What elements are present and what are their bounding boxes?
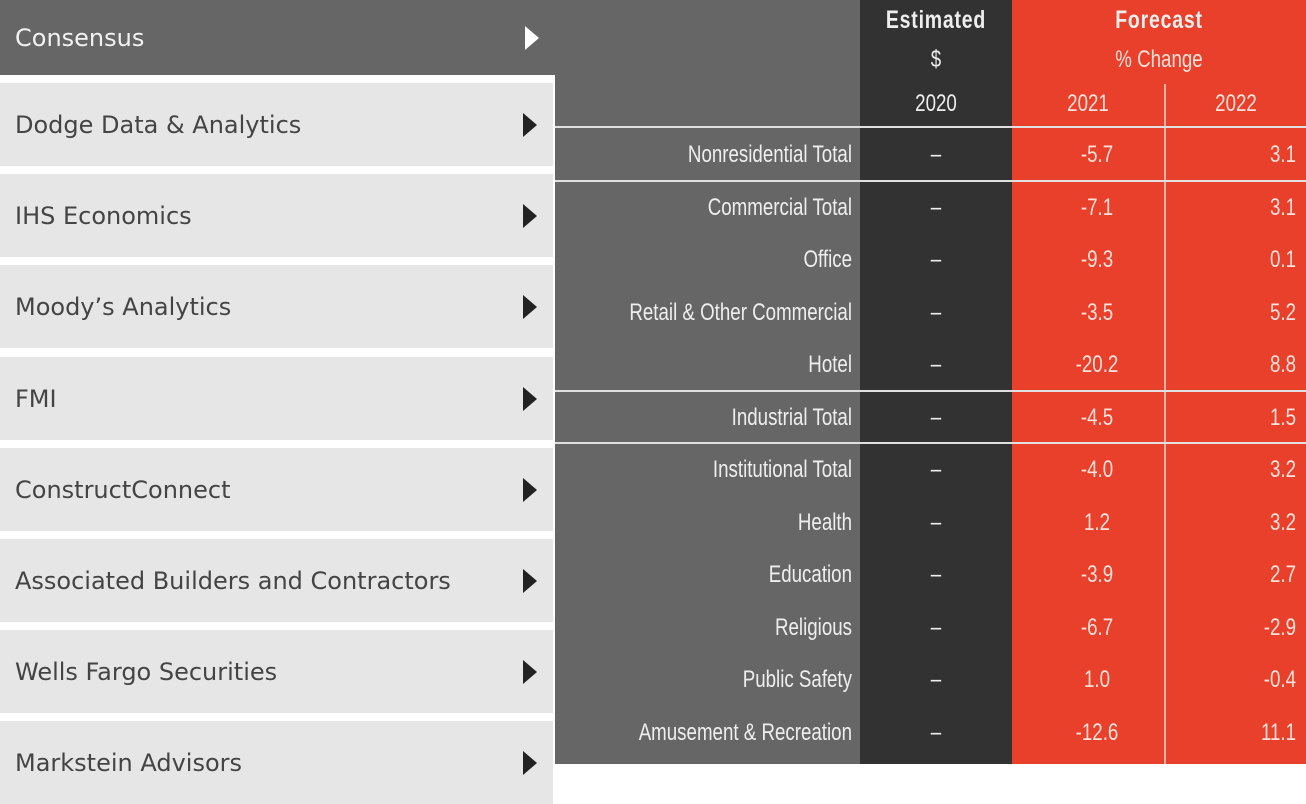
forecast-2021-value: -4.5 bbox=[1080, 403, 1114, 431]
arrow-right-icon bbox=[523, 112, 537, 137]
forecast-2021-value: -4.0 bbox=[1080, 456, 1114, 483]
estimated-value: – bbox=[930, 403, 942, 431]
arrow-right-icon bbox=[523, 659, 537, 684]
forecast-2022-value: 3.2 bbox=[1269, 508, 1296, 536]
forecast-2022-value: 3.1 bbox=[1269, 193, 1296, 221]
estimated-header: Estimated bbox=[885, 6, 987, 34]
forecast-header: Forecast bbox=[1115, 6, 1203, 34]
arrow-right-icon bbox=[523, 568, 537, 593]
sidebar-item[interactable]: Dodge Data & Analytics bbox=[0, 83, 553, 166]
row-separator bbox=[555, 442, 1306, 444]
arrow-right-icon bbox=[523, 294, 537, 319]
year-2020-header: 2020 bbox=[915, 90, 957, 117]
year-2021-header: 2021 bbox=[1067, 90, 1109, 117]
row-label: Industrial Total bbox=[731, 403, 852, 431]
forecast-2022-value: 2.7 bbox=[1269, 561, 1296, 588]
row-label: Health bbox=[797, 508, 852, 536]
forecast-2022-value: 11.1 bbox=[1260, 718, 1296, 746]
sidebar-item[interactable]: Markstein Advisors bbox=[0, 721, 553, 804]
row-label: Office bbox=[803, 246, 852, 273]
estimated-value: – bbox=[930, 298, 942, 326]
forecast-2021-value: -6.7 bbox=[1080, 613, 1114, 641]
sidebar-item-label: Wells Fargo Securities bbox=[15, 657, 278, 686]
sidebar-item-label: Associated Builders and Contractors bbox=[15, 566, 451, 595]
arrow-right-icon bbox=[523, 477, 537, 502]
row-label: Public Safety bbox=[742, 666, 852, 693]
arrow-right-icon bbox=[523, 203, 537, 228]
forecast-2022-value: 3.2 bbox=[1269, 456, 1296, 483]
estimated-value: – bbox=[930, 666, 942, 693]
arrow-right-icon bbox=[525, 25, 539, 50]
estimated-value: – bbox=[930, 193, 942, 221]
row-label: Religious bbox=[774, 613, 852, 641]
row-label: Hotel bbox=[808, 351, 852, 378]
forecast-2022-value: -0.4 bbox=[1263, 666, 1296, 693]
sidebar-item[interactable]: IHS Economics bbox=[0, 174, 553, 257]
estimated-value: – bbox=[930, 456, 942, 483]
estimated-value: – bbox=[930, 718, 942, 746]
sidebar-item[interactable]: ConstructConnect bbox=[0, 448, 553, 531]
forecast-2021-value: -7.1 bbox=[1080, 193, 1114, 221]
row-separator bbox=[555, 390, 1306, 392]
sidebar-item-label: FMI bbox=[15, 384, 57, 413]
row-label: Nonresidential Total bbox=[687, 141, 852, 168]
sidebar-item-label: Markstein Advisors bbox=[15, 748, 243, 777]
estimated-value: – bbox=[930, 351, 942, 378]
sidebar-item[interactable]: FMI bbox=[0, 357, 553, 440]
row-label: Retail & Other Commercial bbox=[629, 298, 852, 326]
forecast-2021-value: -5.7 bbox=[1080, 141, 1114, 168]
forecast-table: Estimated $ Forecast % Change 2020 2021 … bbox=[555, 0, 1306, 764]
column-divider bbox=[1164, 84, 1166, 764]
row-separator bbox=[555, 126, 1306, 128]
label-column bbox=[555, 0, 860, 764]
estimated-unit: $ bbox=[930, 46, 942, 73]
sidebar-item[interactable]: Associated Builders and Contractors bbox=[0, 539, 553, 622]
row-label: Commercial Total bbox=[707, 193, 852, 221]
row-separator bbox=[555, 180, 1306, 182]
estimated-value: – bbox=[930, 246, 942, 273]
arrow-right-icon bbox=[523, 750, 537, 775]
estimated-value: – bbox=[930, 561, 942, 588]
forecast-2021-value: -3.9 bbox=[1080, 561, 1114, 588]
forecast-2022-value: 0.1 bbox=[1269, 246, 1296, 273]
forecast-2022-value: 3.1 bbox=[1269, 141, 1296, 168]
forecast-2021-value: 1.0 bbox=[1083, 666, 1111, 693]
year-2022-header: 2022 bbox=[1215, 90, 1257, 117]
sidebar-item-label: Dodge Data & Analytics bbox=[15, 110, 302, 139]
forecast-2022-value: 8.8 bbox=[1269, 351, 1296, 378]
row-label: Amusement & Recreation bbox=[638, 718, 852, 746]
forecast-2021-value: -12.6 bbox=[1075, 718, 1119, 746]
forecast-2022-value: -2.9 bbox=[1263, 613, 1296, 641]
sidebar-item[interactable]: Consensus bbox=[0, 0, 555, 75]
forecast-2021-value: -20.2 bbox=[1075, 351, 1119, 378]
forecast-2021-value: 1.2 bbox=[1083, 508, 1111, 536]
sidebar-item-label: Consensus bbox=[15, 23, 145, 52]
estimated-value: – bbox=[930, 141, 942, 168]
sidebar-item-label: IHS Economics bbox=[15, 201, 192, 230]
forecast-unit: % Change bbox=[1115, 46, 1203, 73]
row-label: Education bbox=[768, 561, 852, 588]
arrow-right-icon bbox=[523, 386, 537, 411]
forecast-2021-value: -3.5 bbox=[1080, 298, 1114, 326]
estimated-value: – bbox=[930, 613, 942, 641]
forecast-2022-value: 1.5 bbox=[1269, 403, 1296, 431]
row-label: Institutional Total bbox=[712, 456, 852, 483]
sidebar-item[interactable]: Moody’s Analytics bbox=[0, 265, 553, 348]
forecast-2022-value: 5.2 bbox=[1269, 298, 1296, 326]
estimated-value: – bbox=[930, 508, 942, 536]
sidebar-item[interactable]: Wells Fargo Securities bbox=[0, 630, 553, 713]
sidebar-item-label: ConstructConnect bbox=[15, 475, 231, 504]
forecast-2021-value: -9.3 bbox=[1080, 246, 1114, 273]
sidebar-item-label: Moody’s Analytics bbox=[15, 292, 232, 321]
